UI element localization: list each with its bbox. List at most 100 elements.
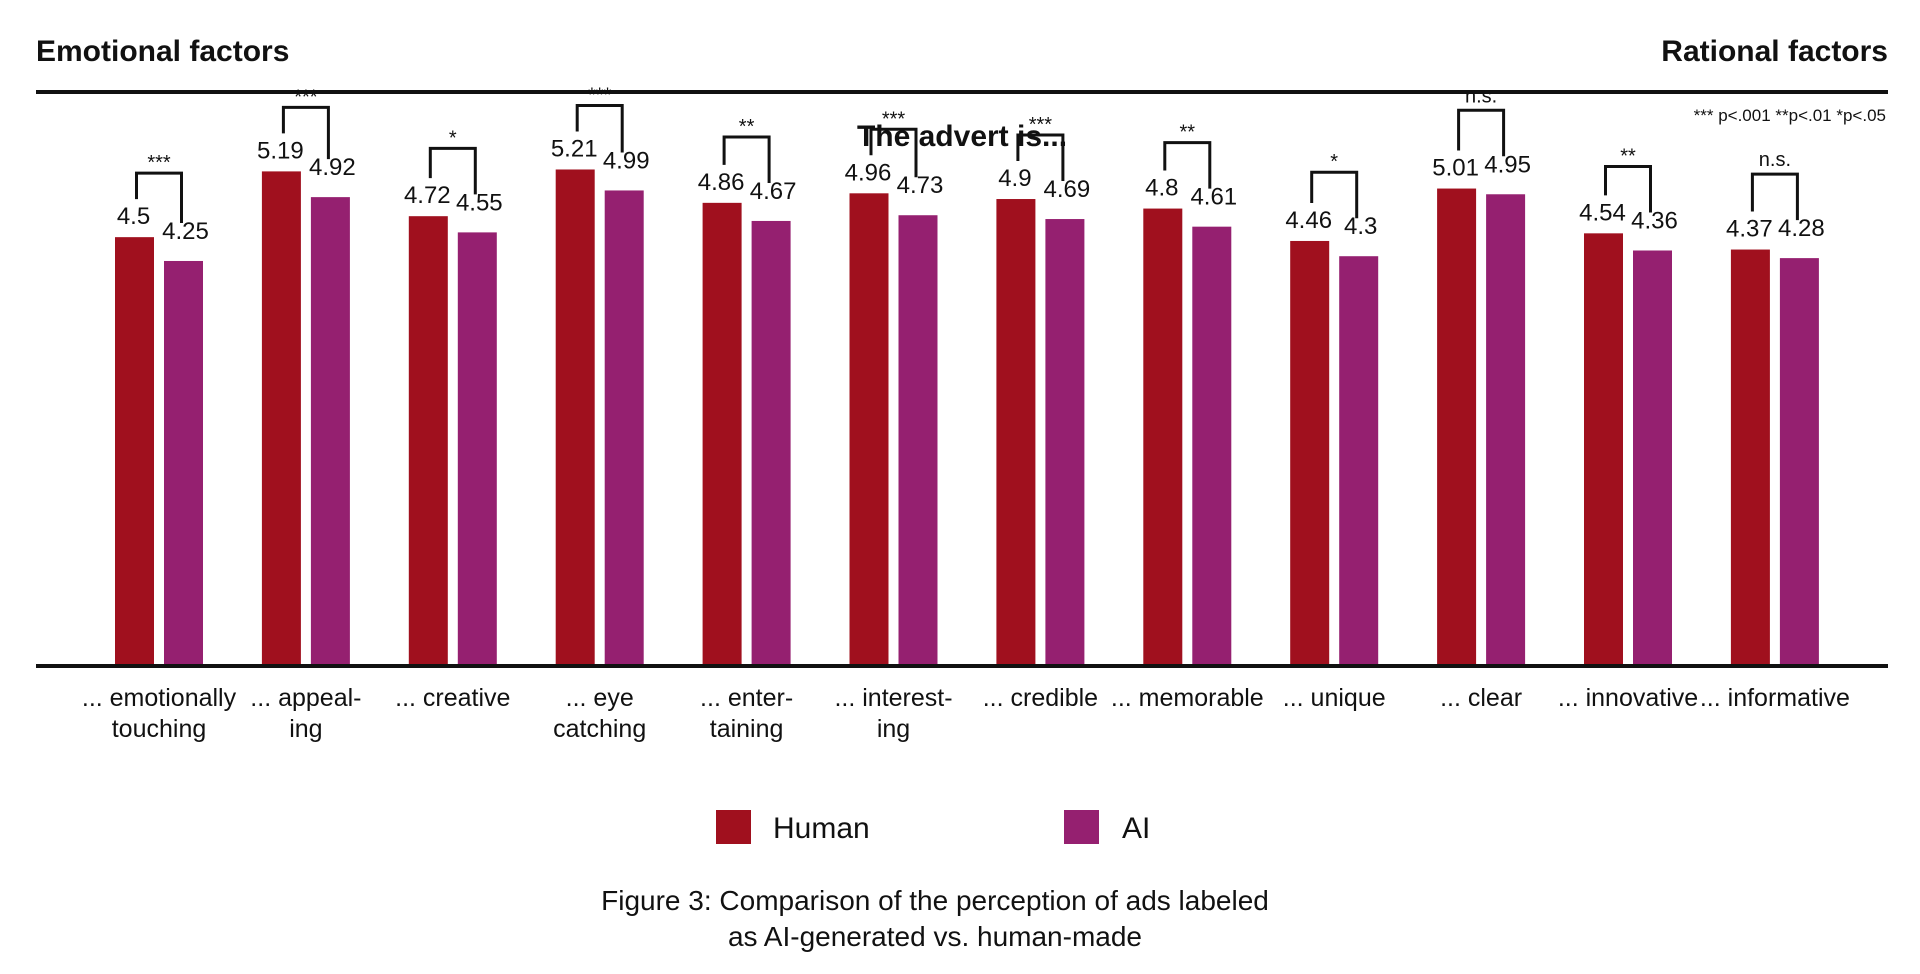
significance-marker: * bbox=[449, 127, 457, 149]
value-label-human: 4.5 bbox=[117, 203, 150, 230]
bar-human bbox=[1290, 240, 1330, 666]
significance-marker: n.s. bbox=[1759, 149, 1791, 171]
bar-human bbox=[115, 237, 154, 666]
legend-label-human: Human bbox=[773, 812, 870, 845]
category-label: ... memorable bbox=[1111, 684, 1264, 712]
category-label: ... credible bbox=[983, 684, 1098, 712]
bar-ai bbox=[164, 260, 203, 666]
bar-ai bbox=[1779, 258, 1819, 666]
value-label-ai: 4.95 bbox=[1484, 151, 1531, 178]
value-label-human: 4.72 bbox=[404, 182, 451, 209]
value-label-human: 4.37 bbox=[1726, 216, 1773, 243]
significance-marker: *** bbox=[294, 86, 318, 108]
bar-human bbox=[996, 199, 1036, 666]
value-label-ai: 4.69 bbox=[1044, 176, 1091, 203]
bar-human bbox=[1143, 208, 1183, 666]
bar-ai bbox=[1192, 226, 1232, 667]
significance-bracket bbox=[575, 103, 624, 153]
significance-marker: ** bbox=[739, 116, 755, 138]
value-label-ai: 4.55 bbox=[456, 189, 503, 216]
value-label-ai: 4.67 bbox=[750, 178, 797, 205]
bar-human bbox=[555, 169, 595, 666]
bar-ai bbox=[1486, 194, 1526, 666]
category-label: ... clear bbox=[1440, 684, 1522, 712]
significance-marker: * bbox=[1330, 151, 1338, 173]
value-label-ai: 4.92 bbox=[309, 154, 356, 181]
bar-ai bbox=[1045, 219, 1085, 666]
significance-marker: *** bbox=[147, 152, 171, 174]
bar-ai bbox=[898, 215, 938, 666]
category-label: ... eye bbox=[566, 684, 634, 712]
figure-caption-line-1: Figure 3: Comparison of the perception o… bbox=[601, 885, 1269, 916]
value-label-ai: 4.25 bbox=[162, 218, 209, 245]
significance-bracket bbox=[1457, 108, 1506, 157]
bar-human bbox=[1730, 249, 1770, 666]
significance-legend: *** p<.001 **p<.01 *p<.05 bbox=[1694, 106, 1886, 125]
bar-ai bbox=[310, 197, 350, 666]
bar-human bbox=[702, 202, 742, 667]
category-label: ing bbox=[289, 715, 322, 743]
significance-marker: n.s. bbox=[1465, 85, 1497, 107]
category-label: ... creative bbox=[395, 684, 510, 712]
value-label-human: 5.19 bbox=[257, 137, 304, 164]
category-label: ... appeal- bbox=[250, 684, 361, 712]
significance-marker: *** bbox=[1029, 114, 1053, 136]
category-label: ing bbox=[877, 715, 910, 743]
bar-human bbox=[1584, 233, 1623, 666]
value-label-human: 4.86 bbox=[698, 169, 745, 196]
emotional-factors-header: Emotional factors bbox=[36, 35, 289, 68]
bar-ai bbox=[1339, 256, 1379, 666]
bars-layer: 4.54.25*** 5.194.92***4.72 4.55* 5.21 4.99**… bbox=[115, 84, 1825, 667]
legend: Human AI bbox=[716, 810, 1150, 845]
value-label-human: 5.21 bbox=[551, 135, 598, 162]
significance-bracket bbox=[1310, 170, 1359, 219]
category-label: taining bbox=[710, 715, 784, 743]
value-label-human: 4.54 bbox=[1579, 199, 1626, 226]
significance-bracket bbox=[1750, 172, 1799, 221]
value-label-ai: 4.61 bbox=[1190, 184, 1237, 211]
category-label: catching bbox=[553, 715, 646, 743]
value-label-human: 4.96 bbox=[845, 159, 892, 186]
category-label: ... unique bbox=[1283, 684, 1386, 712]
value-label-human: 4.46 bbox=[1285, 207, 1332, 234]
category-label: touching bbox=[112, 715, 207, 743]
category-label: ... interest- bbox=[834, 684, 952, 712]
significance-marker: ** bbox=[1620, 145, 1636, 167]
significance-marker: ** bbox=[1180, 122, 1196, 144]
category-label: ... enter- bbox=[700, 684, 793, 712]
significance-bracket bbox=[1163, 141, 1212, 189]
category-labels: ... emotionally touching ... appeal-ing...… bbox=[82, 684, 1850, 743]
value-label-ai: 4.99 bbox=[603, 147, 650, 174]
significance-bracket bbox=[428, 146, 477, 195]
bar-ai bbox=[604, 190, 644, 666]
value-label-human: 5.01 bbox=[1432, 155, 1479, 182]
significance-marker: *** bbox=[588, 84, 612, 106]
category-label: ... emotionally bbox=[82, 684, 237, 712]
bar-human bbox=[408, 216, 448, 666]
legend-label-ai: AI bbox=[1122, 812, 1150, 845]
significance-bracket bbox=[135, 171, 183, 223]
value-label-ai: 4.28 bbox=[1778, 215, 1825, 242]
value-label-ai: 4.73 bbox=[897, 172, 944, 199]
bar-human bbox=[1437, 188, 1477, 666]
category-label: ... informative bbox=[1700, 684, 1850, 712]
legend-swatch-human bbox=[716, 810, 751, 844]
legend-swatch-ai bbox=[1064, 810, 1099, 844]
value-label-ai: 4.3 bbox=[1344, 213, 1377, 240]
bar-ai bbox=[1633, 250, 1672, 666]
bar-human bbox=[849, 193, 889, 666]
bar-human bbox=[261, 171, 301, 666]
significance-bracket bbox=[1016, 133, 1065, 182]
value-label-ai: 4.36 bbox=[1631, 207, 1678, 234]
rational-factors-header: Rational factors bbox=[1661, 35, 1888, 68]
significance-bracket bbox=[722, 135, 771, 183]
bar-ai bbox=[457, 232, 497, 666]
bar-ai bbox=[751, 220, 791, 666]
category-label: ... innovative bbox=[1558, 684, 1698, 712]
significance-bracket bbox=[281, 105, 330, 160]
figure-caption-line-2: as AI-generated vs. human-made bbox=[728, 921, 1142, 952]
significance-bracket bbox=[1604, 164, 1652, 213]
significance-marker: *** bbox=[882, 108, 906, 130]
significance-bracket bbox=[869, 127, 918, 178]
